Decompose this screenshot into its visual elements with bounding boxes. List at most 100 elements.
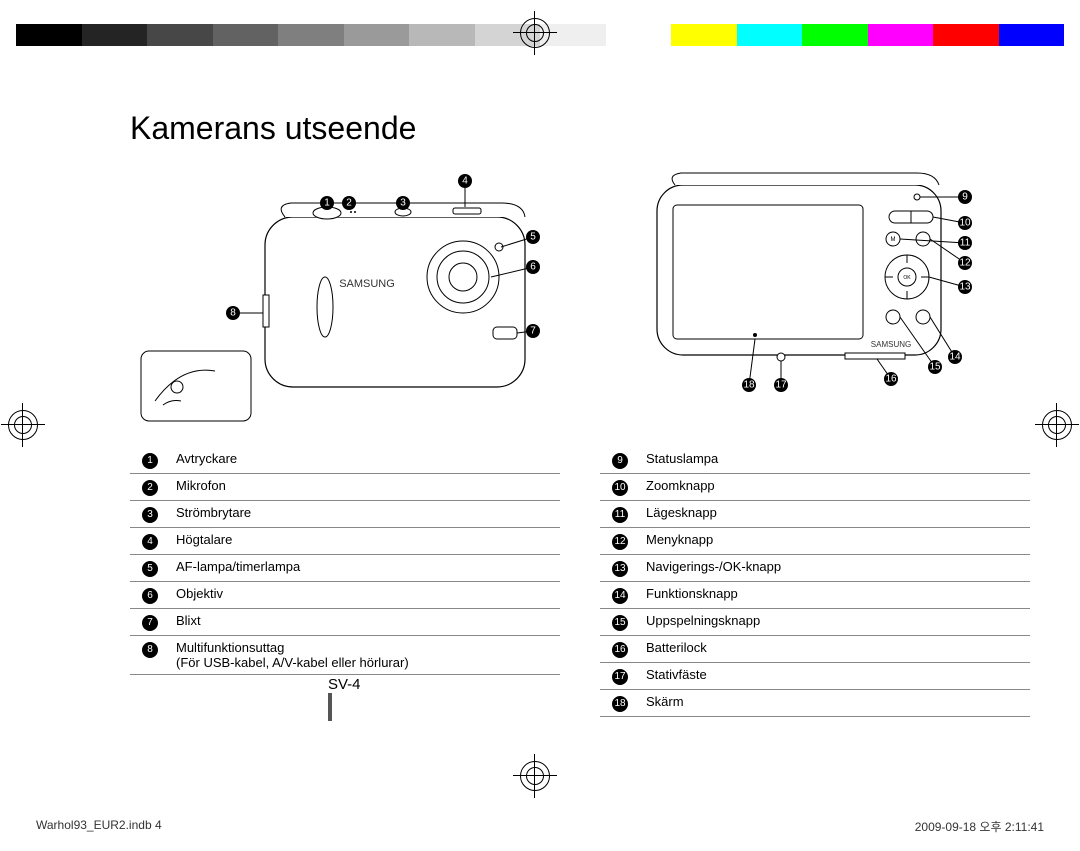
colorbar-swatch [999, 24, 1065, 46]
callout-number: 9 [962, 192, 968, 203]
footer-date: 2009-09-18 오후 2:11:41 [915, 818, 1044, 835]
page-number: SV-4 [328, 676, 361, 721]
footer-file: Warhol93_EUR2.indb 4 [36, 818, 162, 835]
part-label: Skärm [640, 690, 1030, 717]
page: Kamerans utseende [0, 0, 1080, 851]
part-number-badge: 15 [612, 615, 628, 631]
callout-number: 3 [400, 198, 406, 209]
callout-number: 1 [324, 198, 330, 209]
table-row: 9 Statuslampa [600, 447, 1030, 474]
part-number-badge: 18 [612, 696, 628, 712]
parts-tables: 1 Avtryckare 2 Mikrofon 3 Strömbrytare 4 Högtal… [130, 447, 1030, 717]
callout-number: 18 [743, 380, 755, 391]
part-number-badge: 11 [612, 507, 628, 523]
camera-front-diagram: SAMSUNG [130, 167, 560, 427]
part-label: Högtalare [170, 528, 560, 555]
part-number-badge: 16 [612, 642, 628, 658]
table-row: 8 Multifunktionsuttag (För USB-kabel, A/V… [130, 636, 560, 675]
brand-text-back: SAMSUNG [871, 340, 911, 349]
registration-mark-top [520, 18, 550, 48]
colorbar-swatch [606, 24, 672, 46]
table-row: 7 Blixt [130, 609, 560, 636]
colorbar-swatch [344, 24, 410, 46]
table-row: 1 Avtryckare [130, 447, 560, 474]
part-number-badge: 8 [142, 642, 158, 658]
part-number-badge: 6 [142, 588, 158, 604]
callout-number: 17 [775, 380, 787, 391]
part-number-badge: 5 [142, 561, 158, 577]
part-label: Avtryckare [170, 447, 560, 474]
table-row: 17 Stativfäste [600, 663, 1030, 690]
part-label: Batterilock [640, 636, 1030, 663]
part-number-badge: 17 [612, 669, 628, 685]
part-number-badge: 4 [142, 534, 158, 550]
part-label: Lägesknapp [640, 501, 1030, 528]
colorbar-swatch [16, 24, 82, 46]
svg-text:M: M [891, 237, 896, 243]
table-row: 11 Lägesknapp [600, 501, 1030, 528]
part-number-badge: 12 [612, 534, 628, 550]
part-number-badge: 13 [612, 561, 628, 577]
registration-mark-left [8, 410, 38, 440]
callout-number: 5 [530, 232, 536, 243]
camera-back-diagram: M OK SAMSUNG [600, 167, 1030, 427]
part-number-badge: 7 [142, 615, 158, 631]
part-label: Mikrofon [170, 474, 560, 501]
part-label: Multifunktionsuttag (För USB-kabel, A/V-… [170, 636, 560, 675]
table-row: 16 Batterilock [600, 636, 1030, 663]
part-label: Blixt [170, 609, 560, 636]
part-label: AF-lampa/timerlampa [170, 555, 560, 582]
colorbar-swatch [409, 24, 475, 46]
callout-number: 11 [960, 238, 971, 249]
table-row: 6 Objektiv [130, 582, 560, 609]
table-row: 12 Menyknapp [600, 528, 1030, 555]
part-label: Menyknapp [640, 528, 1030, 555]
part-label: Navigerings-/OK-knapp [640, 555, 1030, 582]
table-row: 13 Navigerings-/OK-knapp [600, 555, 1030, 582]
callout-number: 12 [959, 258, 971, 269]
print-footer: Warhol93_EUR2.indb 4 2009-09-18 오후 2:11:… [36, 818, 1044, 835]
table-row: 4 Högtalare [130, 528, 560, 555]
brand-text: SAMSUNG [339, 278, 395, 290]
colorbar-swatch [737, 24, 803, 46]
colorbar-swatch [278, 24, 344, 46]
right-parts-table: 9 Statuslampa 10 Zoomknapp 11 Lägesknapp 12 Men… [600, 447, 1030, 717]
callout-number: 6 [530, 262, 536, 273]
part-label: Funktionsknapp [640, 582, 1030, 609]
registration-mark-right [1042, 410, 1072, 440]
part-label: Stativfäste [640, 663, 1030, 690]
callout-number: 13 [959, 282, 971, 293]
callout-number: 8 [230, 308, 236, 319]
colorbar-swatch [868, 24, 934, 46]
part-number-badge: 14 [612, 588, 628, 604]
table-row: 2 Mikrofon [130, 474, 560, 501]
part-label: Strömbrytare [170, 501, 560, 528]
callout-number: 10 [959, 218, 971, 229]
part-number-badge: 3 [142, 507, 158, 523]
table-row: 15 Uppspelningsknapp [600, 609, 1030, 636]
svg-text:OK: OK [903, 275, 911, 281]
colorbar-swatch [671, 24, 737, 46]
callout-number: 7 [530, 326, 536, 337]
table-row: 18 Skärm [600, 690, 1030, 717]
table-row: 14 Funktionsknapp [600, 582, 1030, 609]
part-label: Objektiv [170, 582, 560, 609]
part-number-badge: 2 [142, 480, 158, 496]
part-number-badge: 1 [142, 453, 158, 469]
colorbar-swatch [213, 24, 279, 46]
camera-diagrams: SAMSUNG [130, 167, 1030, 427]
colorbar-swatch [802, 24, 868, 46]
colorbar-swatch [82, 24, 148, 46]
callout-number: 2 [346, 198, 352, 209]
part-label: Zoomknapp [640, 474, 1030, 501]
part-number-badge: 10 [612, 480, 628, 496]
callout-number: 15 [929, 362, 941, 373]
colorbar-swatch [933, 24, 999, 46]
table-row: 3 Strömbrytare [130, 501, 560, 528]
part-label: Statuslampa [640, 447, 1030, 474]
part-number-badge: 9 [612, 453, 628, 469]
part-label: Uppspelningsknapp [640, 609, 1030, 636]
table-row: 5 AF-lampa/timerlampa [130, 555, 560, 582]
page-title: Kamerans utseende [130, 110, 1030, 147]
content-area: Kamerans utseende [130, 110, 1030, 791]
